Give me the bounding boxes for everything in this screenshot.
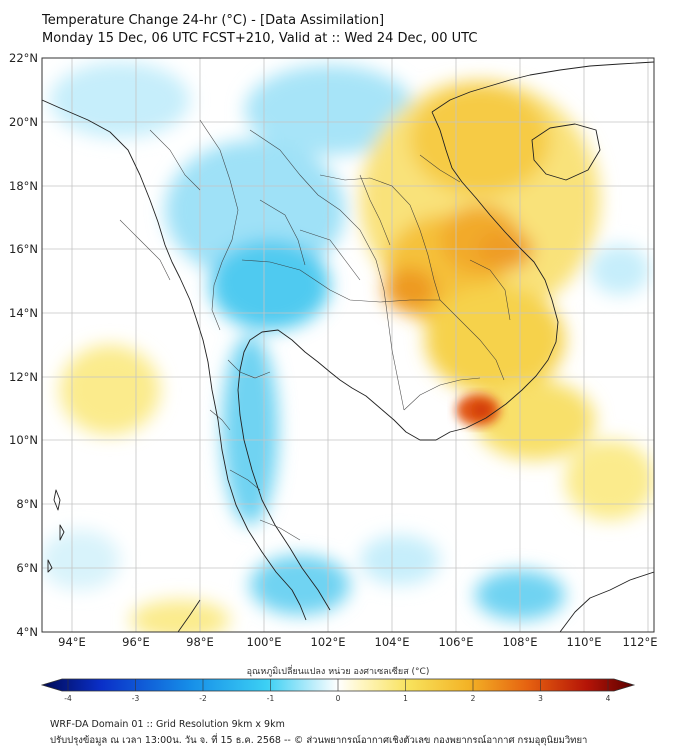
lon-tick-label: 96°E — [122, 635, 150, 649]
coastlines — [42, 61, 654, 632]
colorbar-tick-label: 4 — [606, 694, 611, 703]
lon-tick-label: 100°E — [247, 635, 282, 649]
colorbar-label: อุณหภูมิเปลี่ยนแปลง หน่วย องศาเซลเซียส (… — [246, 667, 430, 677]
lat-tick-label: 18°N — [9, 179, 38, 193]
map-title: Temperature Change 24-hr (°C) - [Data As… — [42, 13, 385, 28]
lon-tick-label: 104°E — [375, 635, 410, 649]
lat-tick-label: 6°N — [16, 561, 38, 575]
lat-tick-label: 10°N — [9, 433, 38, 447]
colorbar-tick-label: 2 — [471, 694, 476, 703]
colorbar-tick-label: -4 — [64, 694, 72, 703]
footer-credit: ปรับปรุงข้อมูล ณ เวลา 13:00น. วัน จ. ที่… — [50, 735, 588, 746]
footer-model-info: WRF-DA Domain 01 :: Grid Resolution 9km … — [50, 719, 285, 730]
lon-tick-label: 98°E — [186, 635, 214, 649]
lon-tick-label: 102°E — [311, 635, 346, 649]
lon-tick-label: 112°E — [623, 635, 658, 649]
lat-tick-label: 14°N — [9, 306, 38, 320]
lat-tick-label: 22°N — [9, 51, 38, 65]
lat-tick-label: 4°N — [16, 625, 38, 639]
colorbar-tick-label: 1 — [403, 694, 408, 703]
colorbar-tick-label: -1 — [267, 694, 275, 703]
hotspot — [456, 394, 500, 426]
lon-tick-label: 108°E — [503, 635, 538, 649]
graticule — [42, 58, 654, 632]
lon-tick-labels: 94°E 96°E 98°E 100°E 102°E 104°E 106°E 1… — [58, 635, 657, 649]
lon-tick-label: 94°E — [58, 635, 86, 649]
colorbar: -4 -3 -2 -1 0 1 2 3 4 — [40, 678, 636, 703]
lat-tick-label: 8°N — [16, 497, 38, 511]
map-subtitle: Monday 15 Dec, 06 UTC FCST+210, Valid at… — [42, 31, 478, 46]
colorbar-tick-label: -2 — [199, 694, 207, 703]
colorbar-tick-label: 3 — [538, 694, 543, 703]
borders — [119, 119, 511, 541]
lon-tick-label: 110°E — [567, 635, 602, 649]
lon-tick-label: 106°E — [439, 635, 474, 649]
colorbar-tick-label: -3 — [132, 694, 140, 703]
lat-tick-label: 20°N — [9, 115, 38, 129]
plot-frame — [41, 57, 655, 633]
lat-tick-label: 12°N — [9, 370, 38, 384]
colorbar-tick-label: 0 — [336, 694, 341, 703]
lat-tick-labels: 22°N 20°N 18°N 16°N 14°N 12°N 10°N 8°N 6… — [9, 51, 38, 639]
lat-tick-label: 16°N — [9, 242, 38, 256]
